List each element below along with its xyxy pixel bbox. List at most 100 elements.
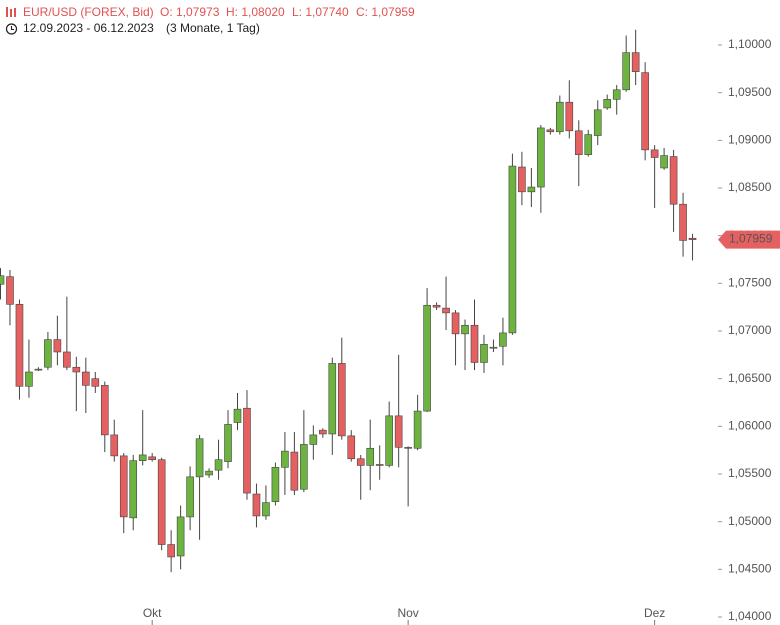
last-price-tag	[718, 230, 780, 249]
candle-body	[148, 456, 156, 460]
candle-body	[442, 307, 450, 314]
symbol: EUR/USD (FOREX, Bid)	[23, 5, 154, 19]
candle-body	[669, 156, 678, 205]
candle-body	[612, 89, 621, 100]
last-price-label: 1,07959	[729, 232, 773, 246]
candle-body	[394, 415, 403, 448]
candle-body	[100, 385, 109, 436]
candle-body	[593, 109, 602, 136]
candle-body	[470, 324, 479, 363]
low: L: 1,07740	[292, 5, 349, 19]
candle-body	[385, 415, 393, 466]
candle-body	[622, 52, 630, 91]
candle-body	[53, 339, 62, 353]
candle-body	[0, 275, 5, 285]
candle-body	[688, 237, 697, 240]
candle-body	[451, 312, 460, 335]
y-tick-label: 1,06500	[728, 371, 772, 385]
candle-body	[480, 344, 488, 363]
open: O: 1,07973	[160, 5, 220, 19]
candle-body	[309, 434, 318, 445]
candle-body	[499, 332, 507, 347]
candle-body	[176, 516, 185, 557]
candle-body	[63, 351, 71, 368]
header: EUR/USD (FOREX, Bid) O: 1,07973 H: 1,080…	[5, 5, 415, 35]
x-tick-label: Dez	[644, 606, 665, 620]
candle-body	[641, 72, 649, 151]
y-tick-label: 1,04500	[728, 562, 772, 576]
clock-hand	[10, 26, 14, 31]
candle-body	[347, 435, 356, 460]
y-tick-label: 1,09000	[728, 133, 772, 147]
candle-body	[489, 346, 498, 349]
candle-body	[233, 408, 242, 423]
candle-body	[584, 134, 593, 155]
candle-body	[603, 99, 612, 109]
candle-body	[252, 493, 261, 517]
candle-body	[508, 165, 517, 334]
x-tick-label: Nov	[397, 606, 418, 620]
candle-body	[110, 434, 119, 457]
candle-body	[72, 366, 81, 373]
candle-body	[650, 149, 659, 158]
candle-body	[300, 444, 308, 490]
candle-body	[205, 470, 213, 476]
y-tick-label: 1,09500	[728, 85, 772, 99]
close: C: 1,07959	[356, 5, 415, 19]
candle-body	[631, 52, 640, 72]
candle-body	[138, 454, 147, 461]
candle-body	[82, 371, 90, 386]
candle-body	[281, 450, 289, 468]
candle-body	[375, 464, 384, 466]
y-tick-label: 1,08500	[728, 180, 772, 194]
candle-body	[195, 438, 204, 478]
icon	[10, 9, 12, 17]
candle-body	[6, 276, 14, 305]
candle-body	[119, 455, 128, 518]
candle-body	[423, 304, 431, 412]
icon	[6, 7, 8, 17]
candle-body	[518, 166, 526, 193]
y-tick-label: 1,07000	[728, 323, 772, 337]
candle-body	[527, 186, 536, 193]
candle-body	[91, 378, 100, 387]
candle-body	[25, 371, 33, 387]
candle-body	[556, 101, 564, 133]
candle-body	[290, 451, 299, 491]
candle-body	[337, 363, 346, 437]
candle-body	[129, 460, 138, 519]
candle-body	[319, 429, 327, 435]
candle-body	[366, 447, 375, 466]
candle-body	[537, 127, 545, 188]
y-tick-label: 1,07500	[728, 276, 772, 290]
period: (3 Monate, 1 Tag)	[166, 21, 260, 35]
candle-body	[224, 424, 232, 462]
candle-body	[565, 101, 574, 132]
candle-body	[432, 304, 441, 308]
y-tick-label: 1,06000	[728, 419, 772, 433]
candle-body	[186, 476, 194, 518]
candle-body	[243, 407, 251, 494]
high: H: 1,08020	[226, 5, 285, 19]
y-tick-label: 1,05500	[728, 466, 772, 480]
candle-body	[356, 458, 365, 466]
candle-body	[328, 363, 337, 435]
y-tick-label: 1,10000	[728, 37, 772, 51]
clock-icon	[5, 23, 18, 35]
candle-body	[214, 459, 223, 471]
date-range: 12.09.2023 - 06.12.2023	[23, 21, 154, 35]
x-tick-label: Okt	[143, 606, 162, 620]
candle-body	[461, 324, 469, 335]
candle-body	[15, 304, 24, 387]
candle-body	[157, 459, 166, 545]
candle-body	[34, 368, 43, 371]
candle-body	[167, 544, 175, 558]
candle-body	[660, 155, 668, 169]
candle-body	[413, 410, 422, 449]
candle-body	[404, 447, 412, 449]
candle-body	[574, 130, 583, 155]
icon	[14, 8, 16, 17]
y-tick-label: 1,05000	[728, 514, 772, 528]
y-tick-label: 1,04000	[728, 609, 772, 623]
